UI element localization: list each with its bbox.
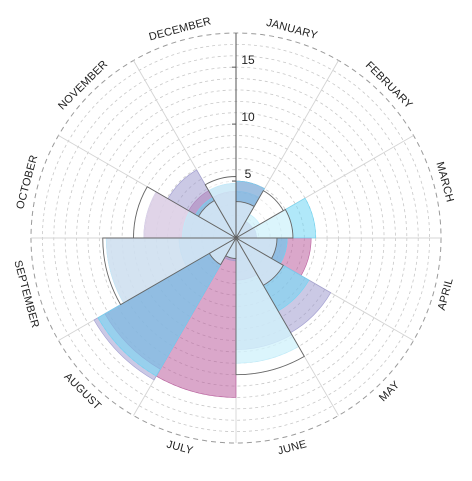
wedge-september-s3 <box>102 237 238 306</box>
tick-label: 10 <box>241 110 255 124</box>
month-label-november: NOVEMBER <box>56 58 110 112</box>
wedge-march-s3 <box>234 208 294 239</box>
wedge-layer <box>93 169 332 398</box>
month-label-june: JUNE <box>276 438 308 457</box>
wedge-october-s3 <box>133 186 238 239</box>
wedge-june-s3 <box>235 236 305 376</box>
axis-layer: 5 10 15 <box>232 33 255 238</box>
month-label-august: AUGUST <box>62 371 104 413</box>
month-label-october: OCTOBER <box>14 154 40 211</box>
wedge-august-s2 <box>97 237 237 377</box>
tick-label: 15 <box>241 53 255 67</box>
month-label-may: MAY <box>377 379 403 405</box>
month-label-july: JULY <box>165 439 195 458</box>
month-label-january: JANUARY <box>265 17 319 42</box>
month-label-february: FEBRUARY <box>363 59 415 111</box>
tick-label: 5 <box>245 167 252 181</box>
month-label-december: DECEMBER <box>148 15 213 43</box>
month-label-april: APRIL <box>436 277 456 312</box>
month-label-september: SEPTEMBER <box>11 259 41 329</box>
